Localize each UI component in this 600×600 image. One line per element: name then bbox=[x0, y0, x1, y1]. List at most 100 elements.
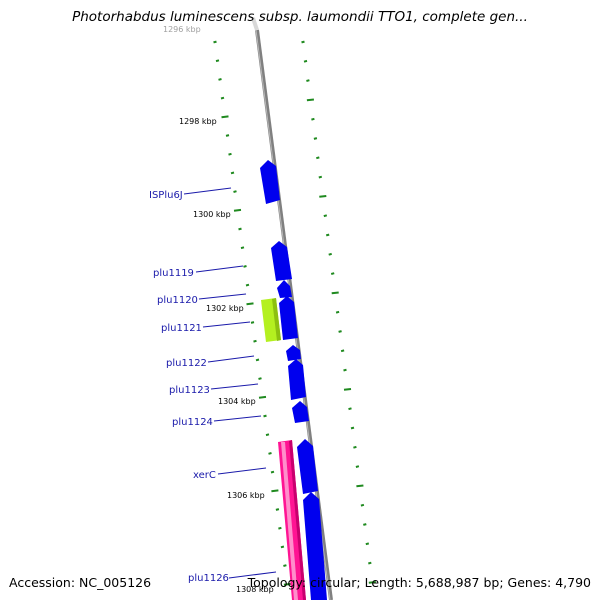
leader-plu1122 bbox=[207, 355, 255, 363]
outer-tick-mark bbox=[350, 426, 355, 430]
leader-xerc bbox=[217, 467, 267, 475]
feature-plu1123[interactable] bbox=[288, 359, 306, 400]
outer-tick-mark bbox=[348, 407, 352, 411]
leader-plu1124 bbox=[213, 415, 262, 422]
inner-tick-mark bbox=[253, 339, 257, 343]
outer-tick-mark bbox=[319, 195, 327, 198]
gene-label-isplu6j[interactable]: ISPlu6J bbox=[149, 190, 183, 201]
tick-label-1308: 1308 kbp bbox=[236, 585, 274, 594]
inner-tick-mark bbox=[218, 78, 222, 81]
feature-plu1119[interactable] bbox=[271, 241, 292, 281]
map-title: Photorhabdus luminescens subsp. laumondi… bbox=[72, 9, 528, 25]
outer-tick-mark bbox=[338, 330, 342, 333]
inner-tick-mark bbox=[246, 302, 254, 306]
inner-tick-mark bbox=[280, 545, 285, 549]
gene-label-plu1121[interactable]: plu1121 bbox=[161, 323, 202, 334]
outer-tick-mark bbox=[323, 214, 328, 218]
outer-tick-mark bbox=[325, 233, 330, 237]
gene-labels: ISPlu6J plu1119 plu1120 plu1121 plu1122 … bbox=[149, 187, 277, 584]
outer-tick-mark bbox=[316, 156, 320, 160]
outer-tick-mark bbox=[311, 117, 315, 121]
inner-tick-mark bbox=[221, 115, 229, 119]
gene-label-plu1119[interactable]: plu1119 bbox=[153, 268, 194, 279]
outer-tick-mark bbox=[313, 137, 318, 140]
inner-tick-mark bbox=[278, 526, 282, 530]
gene-label-plu1124[interactable]: plu1124 bbox=[172, 417, 213, 428]
inner-tick-mark bbox=[263, 414, 267, 418]
feature-isplu6j[interactable] bbox=[260, 160, 280, 204]
inner-tick-mark bbox=[258, 395, 267, 399]
leader-isplu6j bbox=[183, 187, 232, 195]
feature-plu1124[interactable] bbox=[292, 401, 309, 423]
topology-text: Topology: circular; Length: 5,688,987 bp… bbox=[247, 575, 591, 590]
outer-tick-mark bbox=[335, 310, 340, 314]
inner-tick-mark bbox=[225, 134, 230, 137]
outer-tick-mark bbox=[365, 542, 370, 546]
outer-tick-mark bbox=[368, 581, 376, 584]
outer-tick-mark bbox=[303, 59, 308, 63]
outer-tick-mark bbox=[330, 272, 335, 275]
feature-pink-dark bbox=[289, 440, 306, 600]
inner-tick-mark bbox=[233, 190, 237, 193]
tick-label-1298: 1298 kbp bbox=[179, 117, 217, 126]
leader-plu1119 bbox=[195, 265, 244, 273]
feature-plu1121[interactable] bbox=[279, 296, 298, 340]
inner-tick-mark bbox=[270, 470, 275, 474]
outer-tick-mark bbox=[368, 561, 372, 565]
gene-label-plu1120[interactable]: plu1120 bbox=[157, 295, 198, 306]
outer-tick-mark bbox=[306, 98, 315, 102]
inner-tick-marks bbox=[213, 40, 292, 586]
backbone-top-fade bbox=[251, 17, 259, 31]
inner-tick-mark bbox=[243, 265, 247, 268]
tick-label-1296: 1296 kbp bbox=[163, 25, 201, 34]
inner-tick-mark bbox=[271, 489, 279, 493]
inner-tick-mark bbox=[268, 452, 272, 455]
leader-plu1121 bbox=[202, 321, 251, 328]
outer-tick-mark bbox=[343, 388, 352, 391]
inner-tick-mark bbox=[220, 96, 225, 100]
feature-plu1126[interactable] bbox=[303, 492, 327, 600]
inner-tick-mark bbox=[230, 171, 235, 175]
leader-plu1126 bbox=[228, 571, 277, 579]
outer-tick-mark bbox=[318, 175, 323, 179]
gene-label-plu1126[interactable]: plu1126 bbox=[188, 573, 229, 584]
inner-tick-mark bbox=[265, 433, 270, 437]
tick-labels: 1296 kbp 1298 kbp 1300 kbp 1302 kbp 1304… bbox=[163, 25, 274, 594]
inner-tick-mark bbox=[233, 208, 242, 212]
inner-tick-mark bbox=[228, 152, 232, 156]
outer-tick-mark bbox=[301, 40, 305, 44]
inner-tick-mark bbox=[283, 582, 292, 586]
inner-tick-mark bbox=[275, 508, 280, 511]
feature-plu1120[interactable] bbox=[277, 280, 292, 298]
gene-label-plu1122[interactable]: plu1122 bbox=[166, 358, 207, 369]
features bbox=[260, 160, 327, 600]
feature-plu1122[interactable] bbox=[286, 345, 301, 361]
tick-label-1304: 1304 kbp bbox=[218, 397, 256, 406]
feature-pink-light bbox=[281, 442, 298, 600]
inner-tick-mark bbox=[245, 283, 250, 287]
outer-tick-mark bbox=[328, 252, 332, 256]
outer-tick-mark bbox=[355, 465, 360, 468]
feature-xerc[interactable] bbox=[297, 439, 318, 494]
leader-plu1120 bbox=[198, 293, 247, 300]
gene-label-xerc[interactable]: xerC bbox=[193, 470, 216, 481]
inner-tick-mark bbox=[213, 40, 217, 44]
inner-tick-mark bbox=[250, 321, 255, 324]
tick-label-1300: 1300 kbp bbox=[193, 210, 231, 219]
outer-tick-marks bbox=[301, 40, 376, 584]
outer-tick-mark bbox=[360, 503, 365, 507]
outer-tick-mark bbox=[331, 291, 339, 295]
accession-text: Accession: NC_005126 bbox=[9, 575, 152, 590]
outer-tick-mark bbox=[356, 484, 364, 488]
inner-tick-mark bbox=[240, 246, 245, 250]
gene-label-plu1123[interactable]: plu1123 bbox=[169, 385, 210, 396]
inner-tick-mark bbox=[215, 59, 220, 63]
tick-label-1306: 1306 kbp bbox=[227, 491, 265, 500]
outer-tick-mark bbox=[363, 523, 367, 526]
inner-tick-mark bbox=[283, 564, 287, 567]
leader-plu1123 bbox=[210, 383, 259, 390]
tick-label-1302: 1302 kbp bbox=[206, 304, 244, 313]
outer-tick-mark bbox=[353, 445, 357, 449]
inner-tick-mark bbox=[255, 358, 260, 362]
